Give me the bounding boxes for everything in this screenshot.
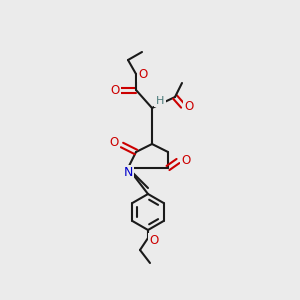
Text: O: O <box>184 100 194 112</box>
Text: O: O <box>110 83 120 97</box>
Text: O: O <box>149 235 159 248</box>
Text: H: H <box>156 96 164 106</box>
Text: N: N <box>123 167 133 179</box>
Text: O: O <box>182 154 190 167</box>
Text: O: O <box>110 136 118 149</box>
Text: O: O <box>138 68 148 80</box>
